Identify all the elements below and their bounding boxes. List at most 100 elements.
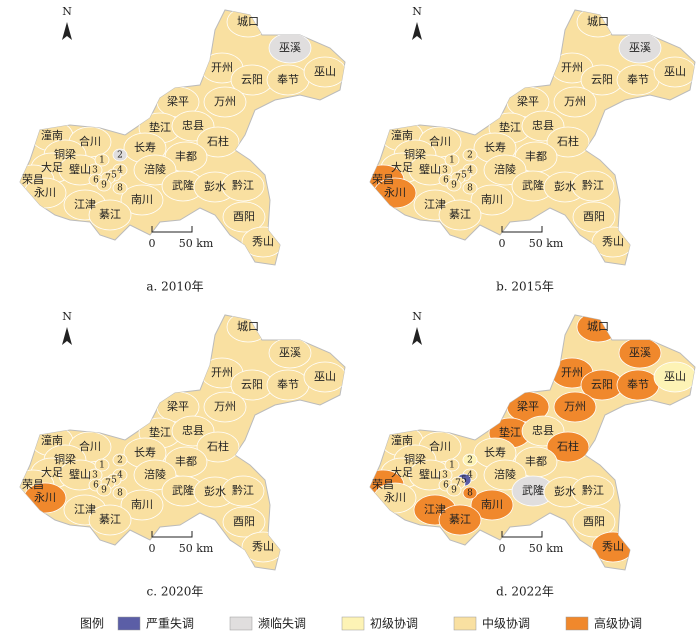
district-label: 垫江 xyxy=(149,425,171,439)
district-label: 3 xyxy=(442,166,448,176)
districts xyxy=(20,315,345,563)
district-label: 秀山 xyxy=(602,235,624,248)
district-area xyxy=(546,431,590,463)
district-label: 2 xyxy=(117,456,123,466)
district-label: 武隆 xyxy=(172,178,194,192)
district-label: 城口 xyxy=(237,320,259,333)
district-label: 潼南 xyxy=(41,433,63,447)
district-label: 綦江 xyxy=(99,513,121,526)
district-label: 长寿 xyxy=(484,140,506,154)
district-label: 潼南 xyxy=(391,128,413,142)
district-label: 3 xyxy=(92,166,98,176)
district-area xyxy=(222,506,266,538)
district-label: 8 xyxy=(467,184,473,194)
legend-swatch xyxy=(453,616,477,631)
district-label: 秀山 xyxy=(252,235,274,248)
district-label: 城口 xyxy=(237,15,259,28)
district-label: 丰都 xyxy=(525,150,547,163)
district-label: 合川 xyxy=(79,134,101,148)
district-label: 铜梁 xyxy=(54,147,76,161)
district-label: 忠县 xyxy=(182,119,204,132)
district-label: 4 xyxy=(117,166,123,176)
district-label: 2 xyxy=(117,151,123,161)
north-arrow xyxy=(62,327,72,345)
district-label: 5 xyxy=(111,171,117,181)
scale-zero: 0 xyxy=(499,542,506,555)
district-label: 万州 xyxy=(564,95,586,108)
district-label: 垫江 xyxy=(499,120,521,134)
district-label: 奉节 xyxy=(277,72,299,86)
scale-zero: 0 xyxy=(499,237,506,250)
district-area xyxy=(196,431,240,463)
district-label: 合川 xyxy=(429,134,451,148)
district-label: 长寿 xyxy=(134,445,156,459)
district-label: 垫江 xyxy=(499,425,521,439)
district-label: 5 xyxy=(461,171,467,181)
district-label: 丰都 xyxy=(525,455,547,468)
district-label: 石柱 xyxy=(557,439,579,453)
district-label: 长寿 xyxy=(484,445,506,459)
district-label: 云阳 xyxy=(241,73,263,86)
district-label: 8 xyxy=(467,489,473,499)
district-label: 彭水 xyxy=(554,179,576,193)
district-label: 彭水 xyxy=(204,484,226,498)
district-area xyxy=(94,153,110,167)
district-label: 大足 xyxy=(391,465,413,479)
district-area xyxy=(221,475,265,507)
district-label: 大足 xyxy=(41,465,63,479)
district-label: 奉节 xyxy=(277,377,299,391)
district-area xyxy=(438,199,482,231)
district-label: 綦江 xyxy=(449,513,471,526)
district-label: 1 xyxy=(99,156,105,166)
district-label: 江津 xyxy=(74,198,96,211)
legend-swatch xyxy=(565,616,589,631)
district-area xyxy=(571,170,615,202)
district-label: 6 xyxy=(443,176,449,186)
district-label: 开州 xyxy=(561,366,583,379)
district-area xyxy=(470,184,514,216)
district-label: 梁平 xyxy=(517,94,539,108)
district-label: 3 xyxy=(442,471,448,481)
district-area xyxy=(470,489,514,521)
district-label: 铜梁 xyxy=(404,147,426,161)
district-label: 铜梁 xyxy=(54,452,76,466)
district-label: 大足 xyxy=(391,160,413,174)
district-area xyxy=(546,126,590,158)
district-label: 南川 xyxy=(481,193,503,206)
district-label: 黔江 xyxy=(232,483,254,497)
district-label: 丰都 xyxy=(175,150,197,163)
district-label: 4 xyxy=(467,166,473,176)
district-label: 1 xyxy=(99,461,105,471)
district-label: 合川 xyxy=(429,439,451,453)
district-label: 黔江 xyxy=(582,483,604,497)
district-area xyxy=(553,86,597,118)
district-label: 黔江 xyxy=(232,178,254,192)
district-label: 南川 xyxy=(131,193,153,206)
district-label: 1 xyxy=(449,461,455,471)
legend-swatch xyxy=(117,616,141,631)
district-area xyxy=(462,148,478,162)
district-label: 江津 xyxy=(424,198,446,211)
district-area xyxy=(203,391,247,423)
district-label: 綦江 xyxy=(449,208,471,221)
district-label: 梁平 xyxy=(167,399,189,413)
district-label: 7 xyxy=(105,479,111,489)
district-area xyxy=(462,453,478,467)
district-label: 潼南 xyxy=(391,433,413,447)
district-label: 永川 xyxy=(384,185,406,199)
legend-title: 图例 xyxy=(80,617,104,631)
district-label: 长寿 xyxy=(134,140,156,154)
district-label: 璧山 xyxy=(419,467,441,481)
scale-bar xyxy=(501,226,543,233)
district-label: 9 xyxy=(451,486,457,496)
district-area xyxy=(96,178,112,192)
north-label: N xyxy=(62,5,72,18)
north-arrow xyxy=(62,22,72,40)
district-label: 璧山 xyxy=(69,162,91,176)
district-label: 7 xyxy=(455,174,461,184)
district-label: 8 xyxy=(117,184,123,194)
district-label: 巫溪 xyxy=(279,346,301,359)
district-label: 万州 xyxy=(214,400,236,413)
districts xyxy=(370,315,695,563)
